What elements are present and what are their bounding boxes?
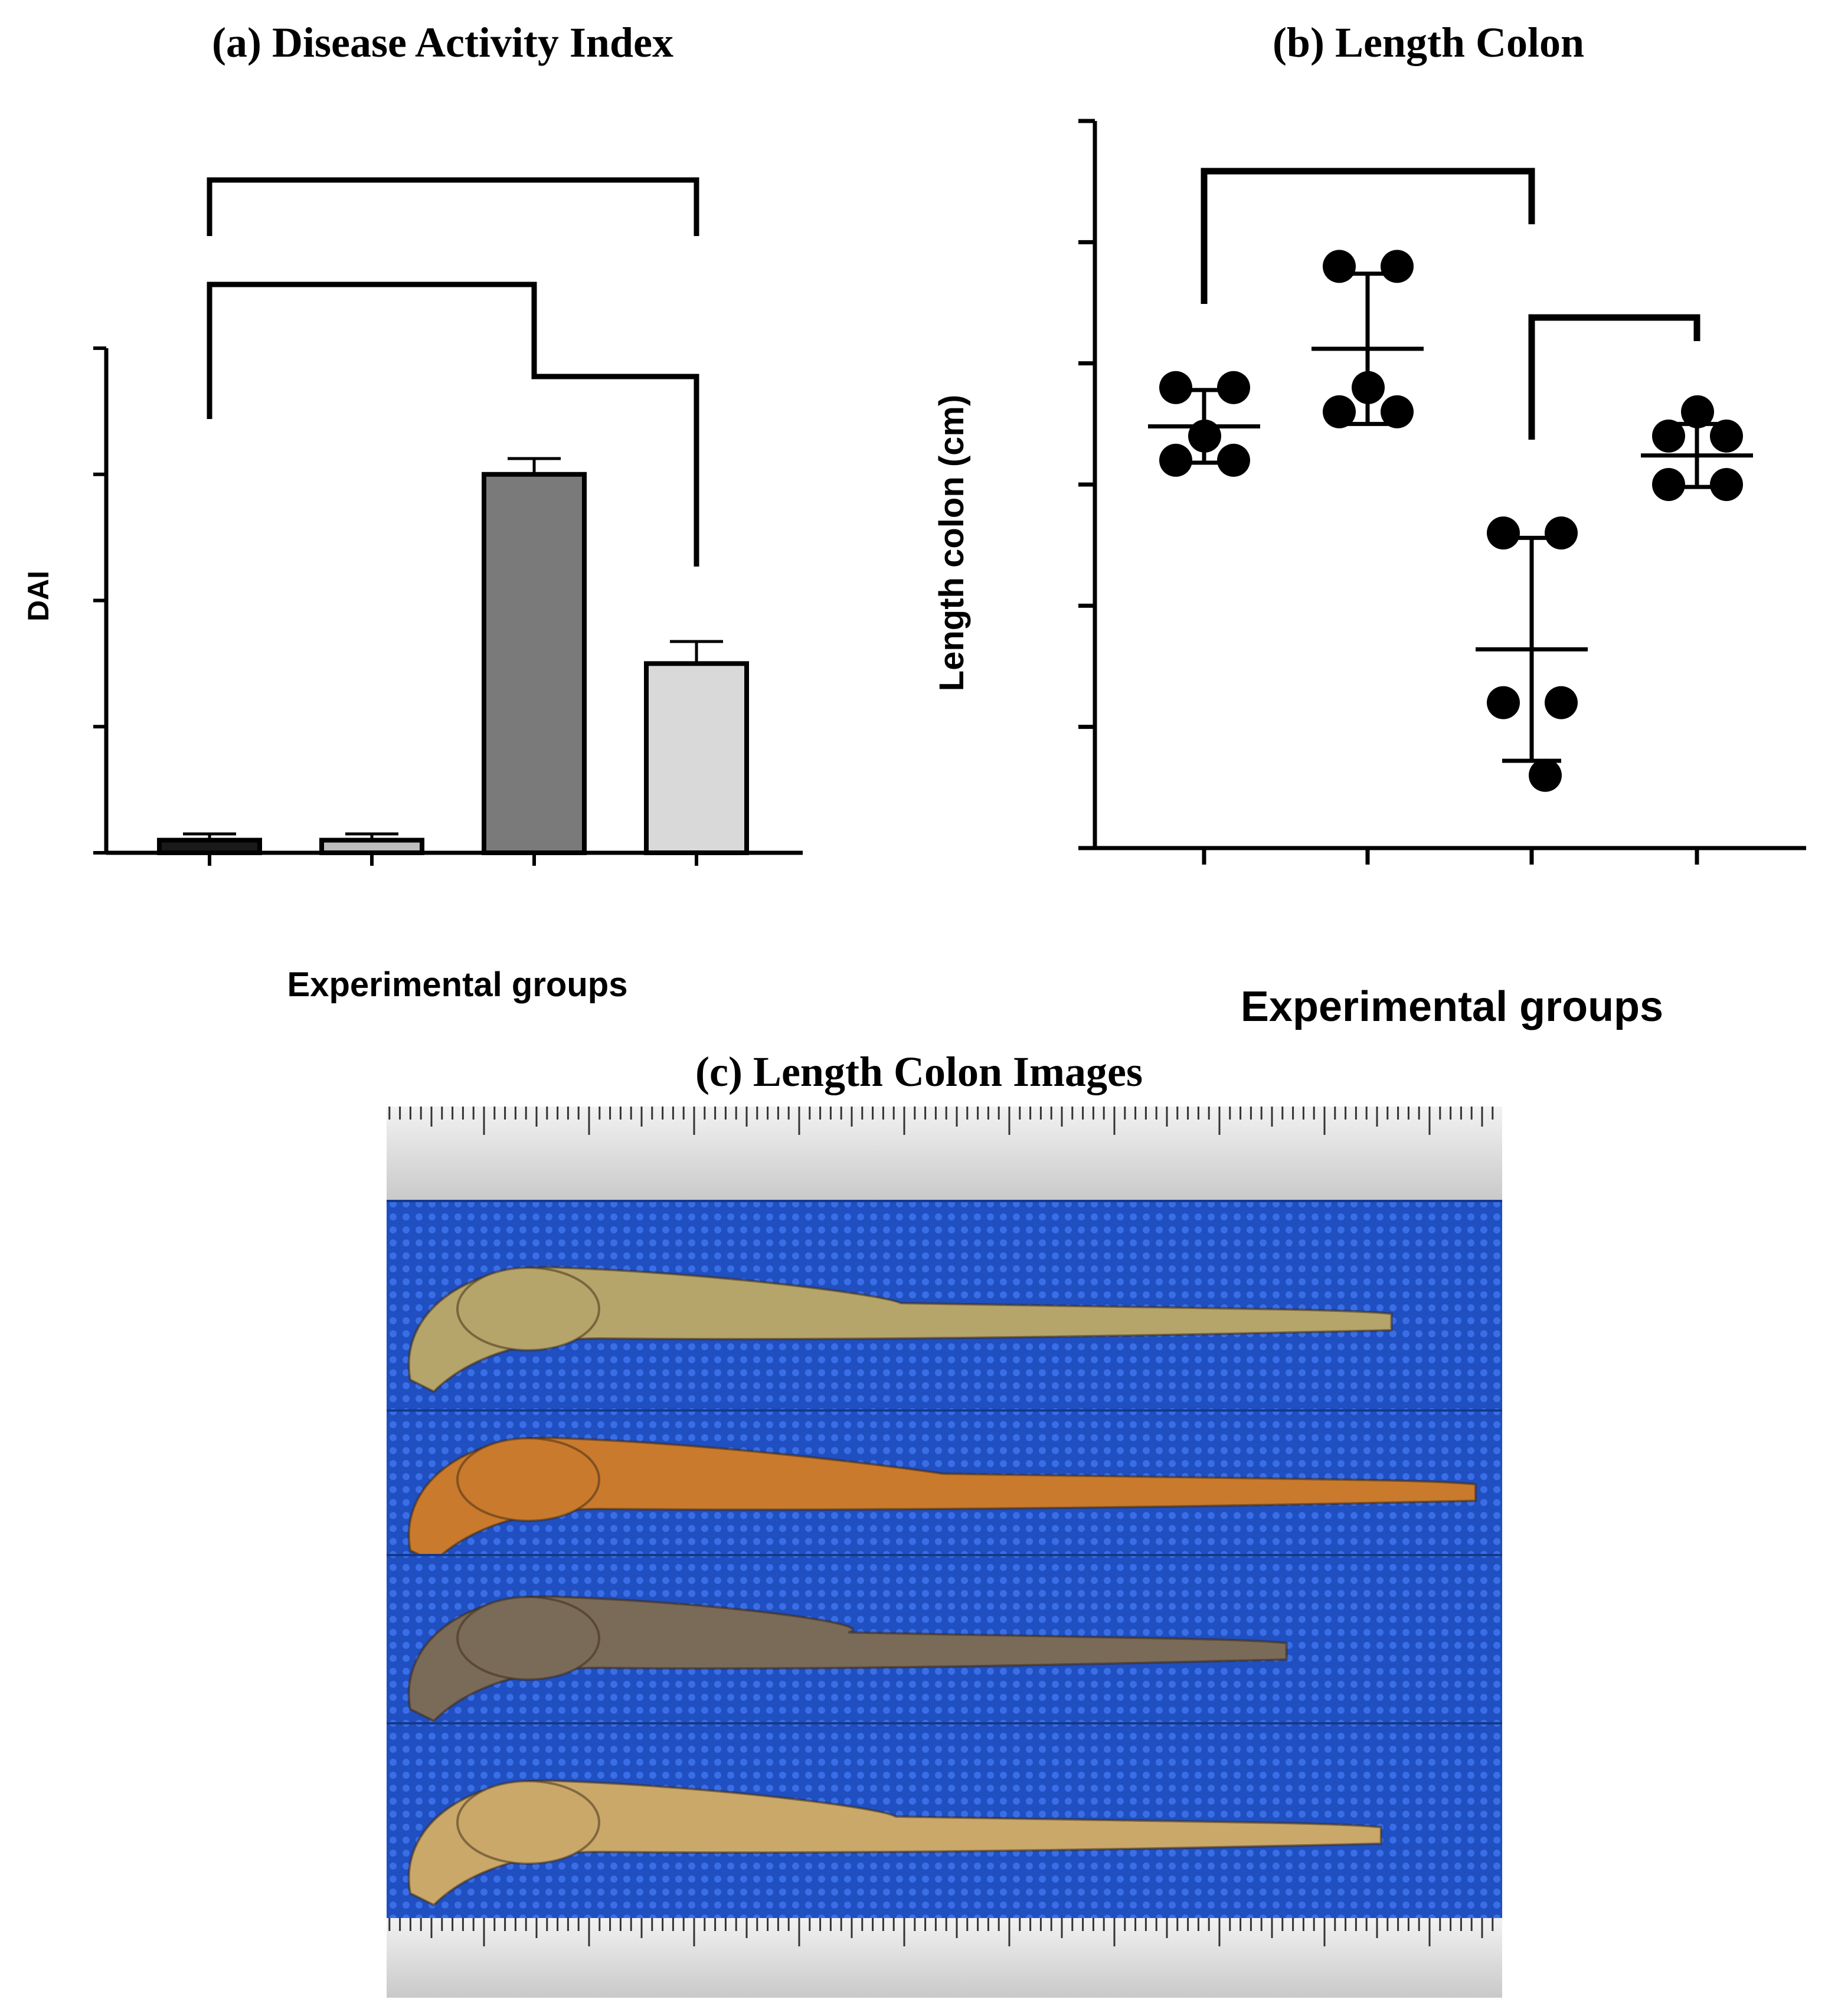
ruler-body	[387, 1918, 1502, 1998]
bar	[644, 661, 749, 855]
data-point	[1217, 443, 1250, 477]
bar	[482, 472, 587, 855]
significance-bracket	[1528, 314, 1700, 440]
data-point	[1159, 443, 1192, 477]
colon-cecum	[456, 1437, 600, 1522]
panel-a-significance-brackets	[207, 177, 699, 567]
data-point	[1487, 516, 1520, 550]
ruler-body	[387, 1107, 1502, 1201]
data-point	[1381, 250, 1414, 283]
data-point	[1352, 371, 1385, 404]
panel-b-points	[1148, 250, 1753, 792]
panel-b-title: (b) Length Colon	[1273, 19, 1584, 66]
significance-bracket	[207, 177, 699, 236]
ruler-top	[387, 1107, 1502, 1201]
panel-b-significance-brackets	[1201, 168, 1700, 440]
data-point	[1159, 371, 1192, 404]
bar	[157, 837, 262, 855]
panel-b-axes	[1078, 119, 1806, 865]
data-point	[1710, 419, 1743, 453]
significance-bracket	[1201, 168, 1535, 304]
data-point	[1487, 686, 1520, 719]
panel-a-bars	[157, 457, 749, 855]
significance-bracket	[207, 282, 537, 419]
data-point	[1381, 395, 1414, 428]
colon-length-photo	[387, 1107, 1502, 1998]
ruler-bottom	[387, 1918, 1502, 1998]
data-point	[1323, 395, 1356, 428]
panel-a-x-axis-label: Experimental groups	[287, 966, 628, 1004]
panel-c-title: (c) Length Colon Images	[695, 1048, 1143, 1095]
colon-tissue	[407, 1436, 1477, 1564]
data-point	[1529, 758, 1562, 792]
colon-cecum	[456, 1596, 600, 1681]
panel-a-y-axis-label: DAI	[22, 571, 55, 621]
bar	[319, 837, 424, 855]
colon-tissue	[407, 1779, 1382, 1907]
data-point	[1323, 250, 1356, 283]
data-point	[1710, 468, 1743, 501]
colon-length-scatter-chart: (b) Length Colon Length colon (cm) Exper…	[933, 19, 1806, 1030]
colon-strips	[387, 1200, 1502, 1918]
colon-cecum	[456, 1780, 600, 1865]
data-point	[1681, 395, 1714, 428]
data-point	[1545, 516, 1578, 550]
colon-cecum	[456, 1266, 600, 1351]
data-point	[1188, 419, 1221, 453]
data-point	[1652, 468, 1685, 501]
dai-bar-chart: (a) Disease Activity Index DAI Experimen…	[22, 19, 803, 1004]
data-point	[1217, 371, 1250, 404]
colon-tissue	[407, 1595, 1288, 1723]
panel-a-title: (a) Disease Activity Index	[212, 19, 673, 66]
data-point	[1545, 686, 1578, 719]
colon-tissue	[407, 1266, 1393, 1393]
panel-b-x-axis-label: Experimental groups	[1241, 983, 1663, 1030]
significance-bracket	[531, 319, 699, 567]
data-point	[1652, 419, 1685, 453]
panel-b-y-axis-label: Length colon (cm)	[933, 395, 971, 692]
